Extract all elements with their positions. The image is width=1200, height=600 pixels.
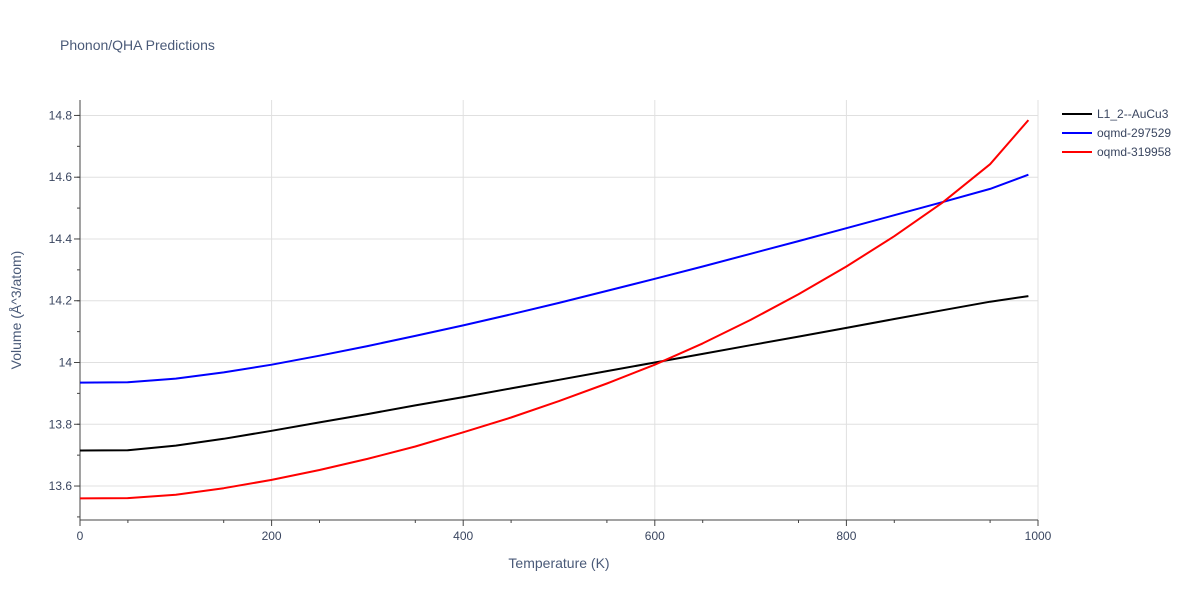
- chart-title: Phonon/QHA Predictions: [60, 37, 215, 53]
- legend: L1_2--AuCu3 oqmd-297529 oqmd-319958: [1062, 107, 1171, 159]
- series-line-0: [79, 295, 1029, 452]
- y-tick-label: 14.2: [49, 294, 73, 308]
- x-tick-label: 600: [645, 529, 665, 543]
- x-tick-label: 0: [77, 529, 84, 543]
- x-tick-label: 1000: [1025, 529, 1052, 543]
- y-axis-title: Volume (Å^3/atom): [8, 251, 24, 370]
- x-tick-label: 800: [836, 529, 856, 543]
- legend-label-1: oqmd-297529: [1097, 126, 1171, 140]
- y-tick-label: 14: [59, 356, 73, 370]
- y-tick-label: 14.6: [49, 170, 73, 184]
- series-line-1: [79, 173, 1029, 384]
- axes: 0 200 400 600 800 1000 13.6 13.8 14 14.2 14.4 14.6 1…: [49, 100, 1052, 543]
- y-tick-label: 13.8: [49, 417, 73, 431]
- x-tick-label: 400: [453, 529, 473, 543]
- grid: [80, 100, 1039, 520]
- legend-label-0: L1_2--AuCu3: [1097, 107, 1169, 121]
- series-layer: [79, 119, 1030, 500]
- y-tick-label: 13.6: [49, 479, 73, 493]
- y-tick-label: 14.8: [49, 108, 73, 122]
- y-tick-label: 14.4: [49, 232, 73, 246]
- x-axis-title: Temperature (K): [508, 555, 609, 571]
- x-tick-label: 200: [262, 529, 282, 543]
- series-line-2: [79, 119, 1030, 500]
- legend-label-2: oqmd-319958: [1097, 145, 1171, 159]
